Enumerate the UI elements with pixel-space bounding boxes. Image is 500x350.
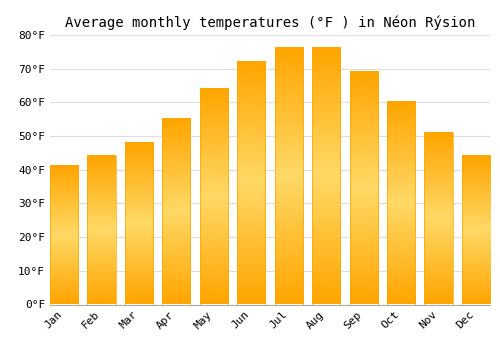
Title: Average monthly temperatures (°F ) in Néon Rýsion: Average monthly temperatures (°F ) in Né… (65, 15, 475, 30)
Bar (424, 133, 452, 304)
Bar (200, 89, 228, 304)
Bar (387, 102, 415, 304)
Bar (88, 156, 116, 304)
Bar (312, 48, 340, 304)
Bar (50, 166, 78, 304)
Bar (274, 48, 303, 304)
Bar (162, 119, 190, 304)
Bar (350, 72, 378, 304)
Bar (462, 156, 490, 304)
Bar (237, 62, 266, 304)
Bar (125, 143, 153, 304)
